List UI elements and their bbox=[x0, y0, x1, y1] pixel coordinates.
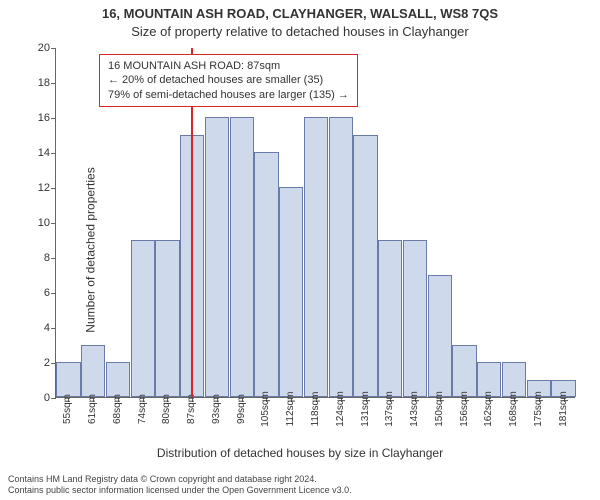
bar bbox=[353, 135, 377, 398]
ytick-label: 8 bbox=[44, 252, 50, 264]
xtick-label: 181sqm bbox=[558, 391, 569, 427]
bar bbox=[304, 117, 328, 397]
ytick-label: 14 bbox=[38, 147, 50, 159]
ytick-mark bbox=[51, 48, 56, 49]
bar bbox=[131, 240, 155, 398]
xtick-label: 162sqm bbox=[483, 391, 494, 427]
ytick-label: 18 bbox=[38, 77, 50, 89]
plot-area: 0246810121416182055sqm61sqm68sqm74sqm80s… bbox=[55, 48, 575, 398]
xtick-label: 112sqm bbox=[285, 392, 296, 427]
ytick-label: 0 bbox=[44, 392, 50, 404]
xtick-label: 105sqm bbox=[260, 391, 271, 427]
bar bbox=[254, 152, 278, 397]
xtick-label: 131sqm bbox=[360, 391, 371, 427]
ytick-mark bbox=[51, 188, 56, 189]
annotation-box: 16 MOUNTAIN ASH ROAD: 87sqm← 20% of deta… bbox=[99, 54, 358, 107]
footer: Contains HM Land Registry data © Crown c… bbox=[8, 474, 592, 497]
xtick-label: 168sqm bbox=[508, 391, 519, 427]
page: 16, MOUNTAIN ASH ROAD, CLAYHANGER, WALSA… bbox=[0, 0, 600, 500]
xtick-label: 137sqm bbox=[384, 391, 395, 427]
footer-line1: Contains HM Land Registry data © Crown c… bbox=[8, 474, 592, 485]
xtick-label: 156sqm bbox=[459, 391, 470, 427]
ytick-label: 2 bbox=[44, 357, 50, 369]
annotation-line: ← 20% of detached houses are smaller (35… bbox=[108, 73, 349, 87]
xtick-label: 93sqm bbox=[211, 394, 222, 424]
bar bbox=[56, 362, 80, 397]
ytick-mark bbox=[51, 398, 56, 399]
bar bbox=[452, 345, 476, 398]
ytick-label: 10 bbox=[38, 217, 50, 229]
bar bbox=[205, 117, 229, 397]
bar bbox=[81, 345, 105, 398]
ytick-mark bbox=[51, 223, 56, 224]
ytick-mark bbox=[51, 83, 56, 84]
xtick-label: 80sqm bbox=[161, 394, 172, 424]
ytick-mark bbox=[51, 118, 56, 119]
bar bbox=[279, 187, 303, 397]
bar bbox=[378, 240, 402, 398]
xtick-label: 68sqm bbox=[112, 394, 123, 424]
footer-line2: Contains public sector information licen… bbox=[8, 485, 592, 496]
xtick-label: 124sqm bbox=[335, 391, 346, 427]
xtick-label: 99sqm bbox=[236, 394, 247, 424]
xtick-label: 143sqm bbox=[409, 391, 420, 427]
ytick-label: 20 bbox=[38, 42, 50, 54]
bar bbox=[106, 362, 130, 397]
annotation-line: 79% of semi-detached houses are larger (… bbox=[108, 88, 349, 102]
xtick-label: 61sqm bbox=[87, 394, 98, 424]
ytick-label: 12 bbox=[38, 182, 50, 194]
chart-title-subtitle: Size of property relative to detached ho… bbox=[0, 24, 600, 39]
xtick-label: 118sqm bbox=[310, 392, 321, 427]
chart-title-address: 16, MOUNTAIN ASH ROAD, CLAYHANGER, WALSA… bbox=[0, 6, 600, 21]
ytick-mark bbox=[51, 258, 56, 259]
ytick-mark bbox=[51, 153, 56, 154]
annotation-line: 16 MOUNTAIN ASH ROAD: 87sqm bbox=[108, 59, 349, 73]
bar bbox=[230, 117, 254, 397]
xtick-label: 175sqm bbox=[533, 391, 544, 427]
bar bbox=[403, 240, 427, 398]
ytick-mark bbox=[51, 328, 56, 329]
ytick-label: 4 bbox=[44, 322, 50, 334]
bar bbox=[428, 275, 452, 398]
ytick-label: 16 bbox=[38, 112, 50, 124]
bar bbox=[155, 240, 179, 398]
xtick-label: 87sqm bbox=[186, 394, 197, 424]
plot-inner: 0246810121416182055sqm61sqm68sqm74sqm80s… bbox=[55, 48, 575, 398]
xtick-label: 55sqm bbox=[62, 394, 73, 424]
ytick-label: 6 bbox=[44, 287, 50, 299]
bar bbox=[329, 117, 353, 397]
x-axis-label: Distribution of detached houses by size … bbox=[0, 446, 600, 460]
ytick-mark bbox=[51, 293, 56, 294]
xtick-label: 150sqm bbox=[434, 391, 445, 427]
xtick-label: 74sqm bbox=[137, 394, 148, 424]
